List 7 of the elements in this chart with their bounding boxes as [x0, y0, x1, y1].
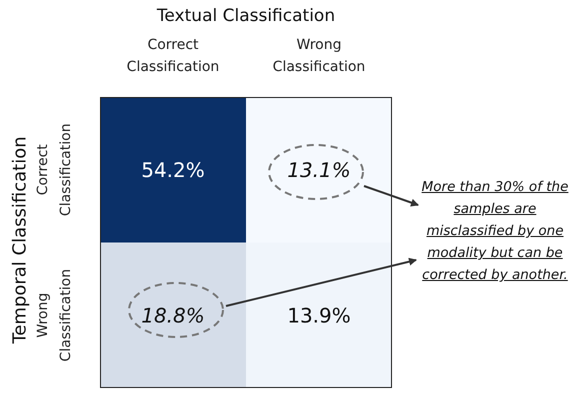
- data-label: 18.8%: [141, 303, 205, 328]
- data-label: 13.1%: [287, 158, 351, 182]
- y-axis-title: Temporal Classification: [10, 136, 30, 344]
- text: More than 30% of the samples are misclassified by one modality but can be corrected by another.: [420, 178, 570, 285]
- data-label: 54.2%: [141, 158, 205, 182]
- data-label: 13.9%: [287, 303, 351, 328]
- chart-title: Textual Classification: [156, 6, 336, 26]
